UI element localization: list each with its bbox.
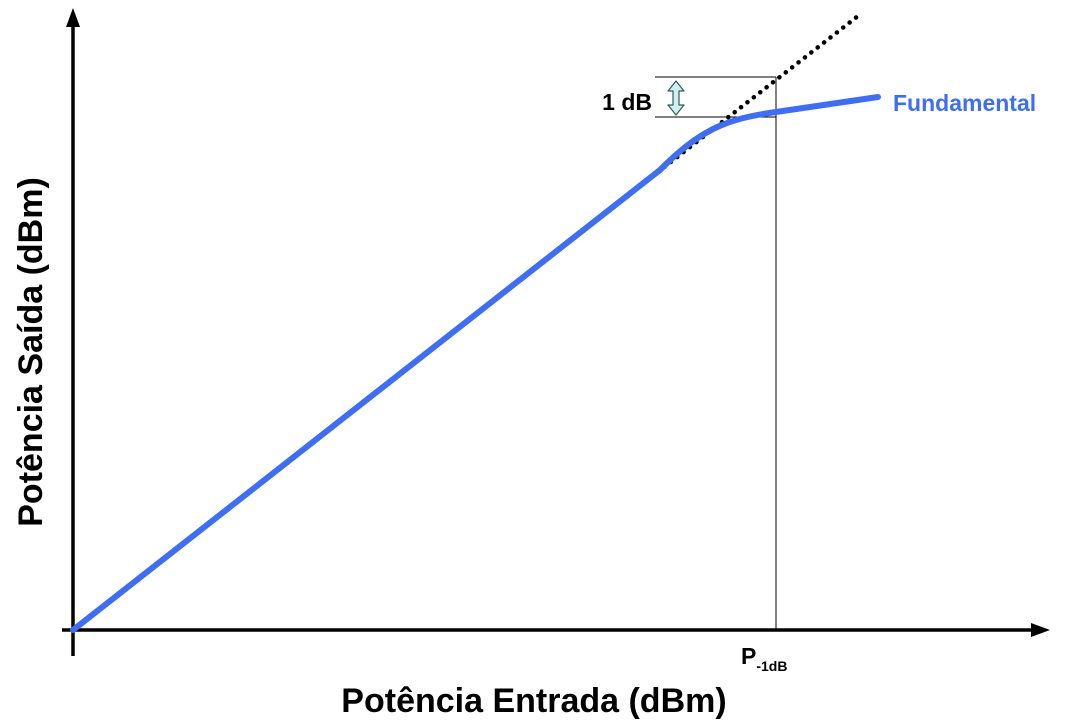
double-arrow-icon	[667, 80, 685, 116]
p1db-subscript: -1dB	[756, 658, 787, 674]
y-axis-arrowhead	[66, 8, 80, 27]
x-axis-arrowhead	[1031, 623, 1050, 637]
x-axis-title: Potência Entrada (dBm)	[341, 682, 726, 720]
axes	[62, 8, 1050, 656]
series-label-fundamental: Fundamental	[893, 90, 1036, 116]
y-axis-title: Potência Saída (dBm)	[12, 177, 50, 527]
fundamental-curve	[70, 94, 881, 633]
delta-label: 1 dB	[602, 89, 652, 115]
p1db-marker-label: P-1dB	[741, 643, 787, 674]
p1db-main: P	[741, 643, 756, 669]
